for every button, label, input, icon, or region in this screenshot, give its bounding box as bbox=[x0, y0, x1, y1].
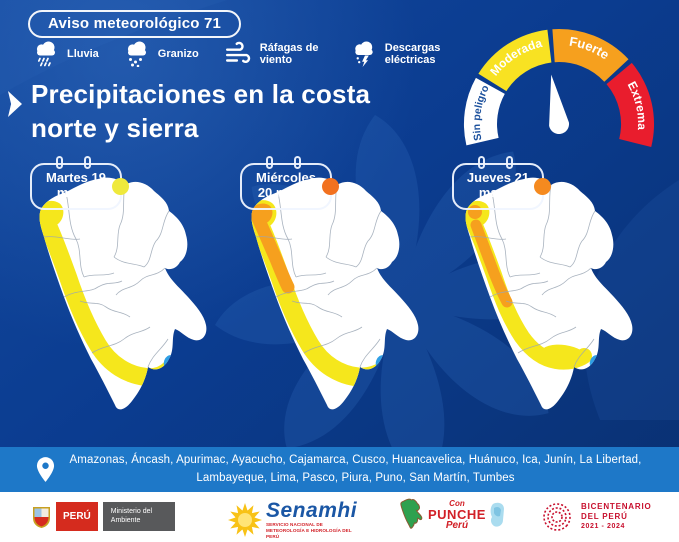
peru-wordmark: PERÚ bbox=[56, 502, 98, 531]
peru-map-jueves-21 bbox=[465, 177, 633, 410]
daycard-clip-icon bbox=[266, 156, 273, 169]
gauge-needle bbox=[549, 74, 570, 135]
affected-regions-list: Amazonas, Áncash, Apurimac, Ayacucho, Ca… bbox=[69, 453, 642, 484]
alert-band-orange bbox=[251, 209, 295, 294]
alert-dot-fuerte bbox=[322, 178, 339, 196]
legend-label-hail: Granizo bbox=[157, 47, 199, 60]
daycard-miercoles-20: Miércoles 20 marzo bbox=[240, 156, 339, 210]
department-borders bbox=[469, 184, 596, 368]
legend-label-wind: Ráfagas de viento bbox=[259, 41, 319, 66]
senamhi-logo: Senamhi SERVICIO NACIONAL DE METEOROLOGÍ… bbox=[228, 500, 357, 540]
footer-logos-bar: PERÚ Ministerio del Ambiente Senamhi bbox=[0, 492, 679, 542]
daycard-day-line2: marzo bbox=[478, 184, 518, 200]
peru-coat-of-arms-icon bbox=[33, 506, 50, 528]
daycard-day-line2: 20 marzo bbox=[257, 184, 315, 200]
bicentenario-spiral-icon bbox=[543, 503, 571, 531]
peru-outline bbox=[465, 177, 633, 410]
hail-cloud-icon bbox=[127, 41, 146, 67]
daycard-clip-icon bbox=[294, 156, 301, 169]
alert-dot-fuerte bbox=[534, 178, 551, 196]
bicentenario-line2: DEL PERÚ bbox=[581, 512, 628, 522]
rain-cloud-icon bbox=[36, 41, 55, 67]
ministry-label: Ministerio del Ambiente bbox=[102, 502, 175, 531]
legend-label-lightning: Descargas eléctricas bbox=[384, 41, 441, 66]
bicentenario-years: 2021 - 2024 bbox=[581, 523, 625, 531]
alert-dot-moderada bbox=[112, 178, 129, 196]
gauge-segment-extrema bbox=[606, 62, 655, 147]
daycard-day-line1: Miércoles bbox=[256, 170, 316, 185]
senamhi-wordmark: Senamhi bbox=[266, 499, 358, 522]
minam-logo: PERÚ Ministerio del Ambiente bbox=[32, 502, 175, 531]
bicentenario-line1: BICENTENARIO bbox=[581, 502, 652, 512]
legend-item-wind: Ráfagas de viento bbox=[223, 41, 326, 67]
alert-blob-yellow-cusco bbox=[541, 344, 587, 366]
senamhi-tagline: SERVICIO NACIONAL DE METEOROLOGÍA E HIDR… bbox=[266, 522, 352, 539]
daycard-martes-19: Martes 19 marzo bbox=[30, 156, 129, 210]
page-title-line1: Precipitaciones en la costa bbox=[31, 79, 371, 109]
punche-word-con: Con bbox=[449, 498, 465, 508]
daycard-clip-icon bbox=[56, 156, 63, 169]
title-arrow-icon bbox=[8, 91, 22, 117]
storm-cloud-icon bbox=[354, 41, 373, 67]
legend-item-hail: Granizo bbox=[123, 41, 199, 67]
daycard-clip-icon bbox=[506, 156, 513, 169]
peru-outline bbox=[39, 177, 207, 410]
legend-item-rain: Lluvia bbox=[32, 41, 99, 67]
legend-label-rain: Lluvia bbox=[67, 47, 99, 60]
senamhi-sun-icon bbox=[228, 502, 262, 537]
page-title-line2: norte y sierra bbox=[31, 112, 199, 143]
punche-word-peru: Perú bbox=[445, 519, 469, 531]
wind-gusts-icon bbox=[225, 41, 250, 63]
gauge-segment-fuerte bbox=[552, 28, 629, 82]
weather-type-legend: Lluvia Granizo Ráfagas de viento bbox=[32, 41, 451, 67]
peru-map-miercoles-20 bbox=[251, 177, 419, 410]
punche-word-punche: PUNCHE bbox=[428, 506, 486, 522]
legend-item-lightning: Descargas eléctricas bbox=[350, 41, 451, 67]
gauge-segment-sin-peligro bbox=[463, 77, 505, 146]
daycard-jueves-21: Jueves 21 marzo bbox=[452, 156, 551, 210]
peru-map-green-icon bbox=[400, 498, 423, 529]
department-borders bbox=[43, 184, 170, 368]
alert-band-orange bbox=[470, 219, 513, 308]
advisory-number-label: Aviso meteorológico 71 bbox=[48, 15, 222, 32]
daycard-day-line1: Jueves 21 bbox=[466, 170, 530, 185]
affected-regions-strip: Amazonas, Áncash, Apurimac, Ayacucho, Ca… bbox=[0, 447, 679, 492]
daycard-day-line1: Martes 19 bbox=[46, 170, 106, 185]
daycard-clip-icon bbox=[478, 156, 485, 169]
page-title: Precipitaciones en la costa norte y sier… bbox=[31, 78, 370, 146]
con-punche-peru-logo: Con PUNCHE Perú bbox=[398, 498, 506, 532]
flexed-arm-icon bbox=[490, 502, 504, 527]
department-borders bbox=[255, 184, 382, 368]
peru-outline bbox=[251, 177, 419, 410]
gauge-segment-moderada bbox=[478, 29, 552, 92]
location-pin-icon bbox=[36, 456, 55, 482]
daycard-clip-icon bbox=[84, 156, 91, 169]
alert-level-gauge: Sin peligro Moderada Fuerte Extrema bbox=[463, 28, 655, 147]
bicentenario-logo: BICENTENARIO DEL PERÚ 2021 - 2024 bbox=[541, 501, 652, 533]
daycard-day-line2: marzo bbox=[56, 184, 96, 200]
advisory-number-badge: Aviso meteorológico 71 bbox=[28, 10, 242, 38]
